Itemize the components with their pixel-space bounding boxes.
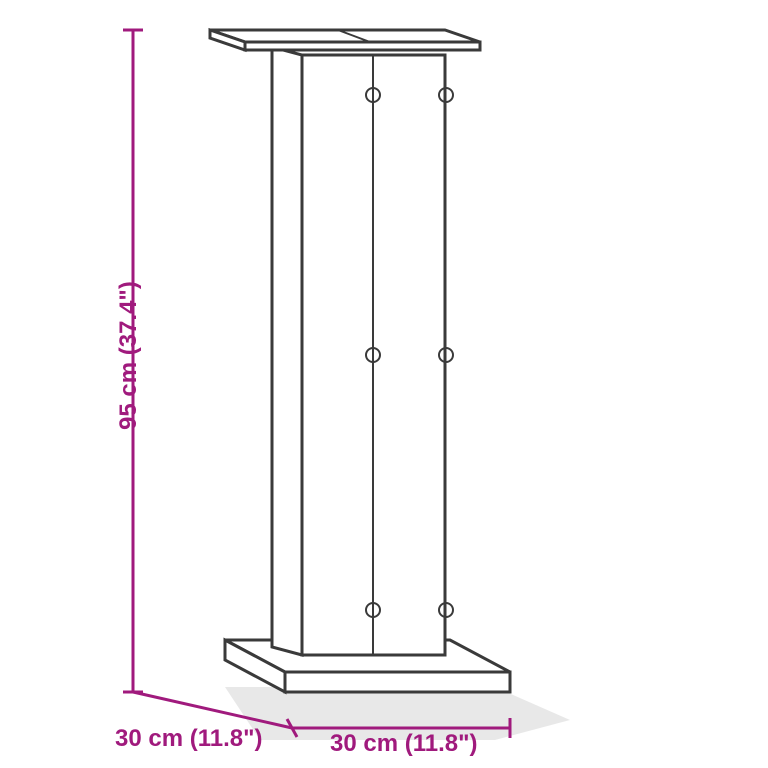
label-width-in: (11.8") (405, 730, 478, 757)
column (272, 47, 453, 655)
label-height-in: (37.4") (115, 281, 142, 355)
label-width: 30 cm (11.8") (330, 730, 477, 758)
top-plate (210, 30, 480, 50)
label-width-cm: 30 cm (330, 730, 398, 757)
diagram-stage: 95 cm (37.4") 30 cm (11.8") 30 cm (11.8"… (0, 0, 768, 768)
label-height-cm: 95 cm (115, 362, 142, 430)
label-depth-cm: 30 cm (115, 725, 183, 752)
label-depth-in: (11.8") (190, 725, 263, 752)
label-height: 95 cm (37.4") (115, 281, 143, 430)
label-depth: 30 cm (11.8") (115, 725, 262, 753)
